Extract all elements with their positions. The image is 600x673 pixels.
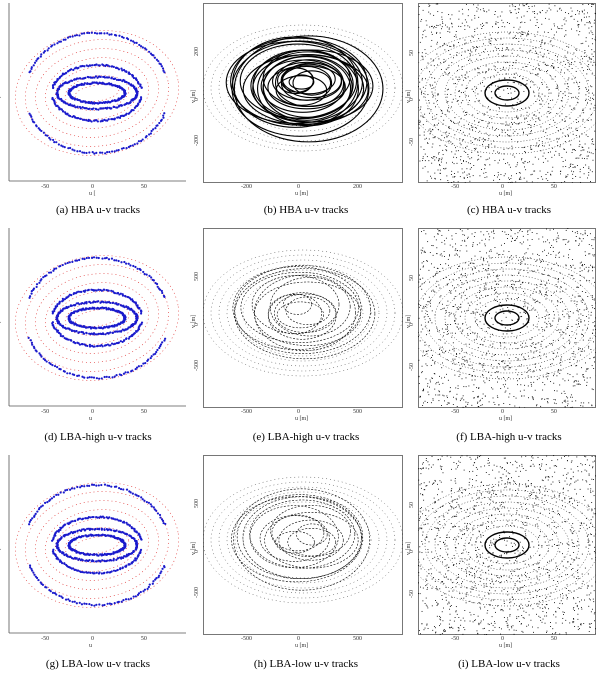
panel-caption: (a) HBA u-v tracks: [55, 204, 140, 216]
x-tick-label: -50: [41, 636, 50, 642]
x-tick-label: 50: [550, 636, 557, 642]
uv-plot-9: [418, 455, 596, 635]
y-axis-label: v [m]: [406, 314, 412, 328]
y-tick-label: -50: [409, 138, 415, 146]
y-axis-label: v [m]: [191, 314, 197, 328]
x-tick-label: -50: [41, 409, 50, 415]
uv-tracks-svg: [203, 3, 403, 183]
x-axis-label: u [m]: [499, 643, 513, 649]
uv-plot-8: [203, 455, 403, 635]
y-axis-label: v [: [0, 97, 2, 104]
x-tick-label: 500: [353, 636, 362, 642]
x-tick-label: -200: [241, 184, 252, 190]
uv-plot-3: [418, 3, 596, 183]
x-tick-label: -50: [41, 184, 50, 190]
panel-caption: (b) HBA u-v tracks: [263, 204, 349, 216]
y-axis-label: v [: [0, 322, 2, 329]
x-tick-label: 0: [91, 636, 94, 642]
uv-tracks-svg: [8, 455, 186, 634]
x-axis-label: u [m]: [295, 643, 309, 649]
x-tick-label: 200: [353, 184, 362, 190]
x-tick-label: 0: [297, 409, 300, 415]
uv-plot-2: [203, 3, 403, 183]
x-tick-label: 50: [140, 636, 147, 642]
panel-caption: (i) LBA-low u-v tracks: [458, 658, 560, 670]
y-axis-label: v [m]: [406, 541, 412, 555]
x-tick-label: 50: [140, 409, 147, 415]
panel-caption: (c) HBA u-v tracks: [466, 204, 551, 216]
y-tick-label: 500: [194, 499, 200, 508]
x-tick-label: 0: [501, 636, 504, 642]
x-tick-label: 50: [550, 409, 557, 415]
y-tick-label: 50: [409, 502, 415, 508]
y-tick-label: 50: [409, 275, 415, 281]
y-tick-label: -50: [409, 590, 415, 598]
x-axis-label: u [m]: [499, 191, 513, 197]
y-tick-label: -50: [409, 363, 415, 371]
panel-caption: (f) LBA-high u-v tracks: [456, 431, 562, 443]
x-tick-label: 50: [140, 184, 147, 190]
x-axis-label: u [m]: [499, 416, 513, 422]
y-axis-label: v [m]: [191, 89, 197, 103]
y-tick-label: -500: [194, 360, 200, 371]
x-axis-label: u [m]: [295, 191, 309, 197]
x-axis-label: u [: [89, 191, 96, 197]
uv-tracks-svg: [418, 455, 596, 635]
x-tick-label: 0: [501, 409, 504, 415]
panel-caption: (d) LBA-high u-v tracks: [44, 431, 152, 443]
x-axis-label: u: [89, 643, 92, 649]
uv-tracks-svg: [203, 455, 403, 635]
x-axis-label: u [m]: [295, 416, 309, 422]
uv-plot-7: [8, 455, 186, 635]
y-tick-label: 50: [409, 50, 415, 56]
uv-tracks-svg: [418, 3, 596, 183]
x-tick-label: 0: [91, 409, 94, 415]
x-tick-label: 0: [501, 184, 504, 190]
y-tick-label: -500: [194, 587, 200, 598]
x-tick-label: -500: [241, 409, 252, 415]
x-axis-label: u: [89, 416, 92, 422]
x-tick-label: 500: [353, 409, 362, 415]
y-axis-label: v [: [0, 549, 2, 556]
panel-caption: (g) LBA-low u-v tracks: [45, 658, 151, 670]
x-tick-label: -50: [451, 409, 460, 415]
uv-tracks-svg: [8, 228, 186, 407]
x-tick-label: 0: [91, 184, 94, 190]
uv-tracks-svg: [8, 3, 186, 182]
x-tick-label: 0: [297, 184, 300, 190]
x-tick-label: 0: [297, 636, 300, 642]
y-tick-label: 200: [194, 47, 200, 56]
x-tick-label: -50: [451, 636, 460, 642]
uv-tracks-svg: [418, 228, 596, 408]
y-axis-label: v [m]: [191, 541, 197, 555]
x-tick-label: 50: [550, 184, 557, 190]
x-tick-label: -500: [241, 636, 252, 642]
panel-caption: (e) LBA-high u-v tracks: [252, 431, 360, 443]
uv-tracks-svg: [203, 228, 403, 408]
panel-caption: (h) LBA-low u-v tracks: [253, 658, 359, 670]
uv-plot-5: [203, 228, 403, 408]
x-tick-label: -50: [451, 184, 460, 190]
uv-plot-4: [8, 228, 186, 408]
y-axis-label: v [m]: [406, 89, 412, 103]
y-tick-label: -200: [194, 135, 200, 146]
uv-plot-1: [8, 3, 186, 183]
uv-plot-6: [418, 228, 596, 408]
y-tick-label: 500: [194, 272, 200, 281]
